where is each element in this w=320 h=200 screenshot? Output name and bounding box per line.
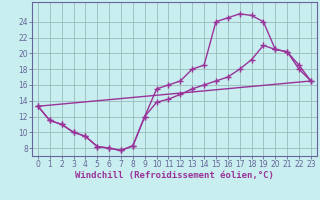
X-axis label: Windchill (Refroidissement éolien,°C): Windchill (Refroidissement éolien,°C)	[75, 171, 274, 180]
